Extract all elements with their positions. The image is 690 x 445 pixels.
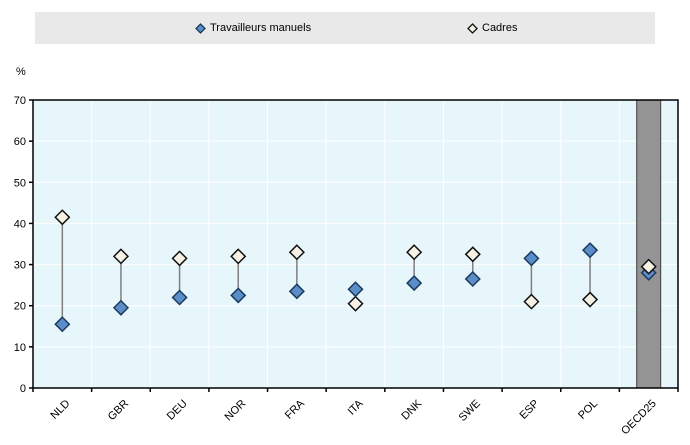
x-category-label-FRA: FRA (283, 397, 308, 422)
y-tick-label: 20 (14, 301, 26, 313)
x-category-label-DNK: DNK (399, 397, 424, 422)
data-point-GBR-manuels (112, 299, 130, 316)
plot-background (33, 100, 678, 388)
data-point-ESP-manuels (523, 250, 540, 267)
y-tick-label: 60 (14, 136, 26, 148)
legend-label-cadres: Cadres (482, 22, 518, 34)
x-category-label-DEU: DEU (165, 398, 190, 423)
y-tick-label: 0 (20, 383, 26, 395)
data-point-NOR-manuels (230, 287, 247, 304)
chart-legend: Travailleurs manuels Cadres (35, 12, 655, 44)
data-point-DEU-manuels (171, 289, 188, 306)
open-diamond-icon (467, 22, 478, 34)
data-point-FRA-cadres (288, 244, 305, 261)
data-point-ITA-cadres (347, 295, 364, 312)
data-point-SWE-manuels (464, 270, 481, 288)
x-category-label-SWE: SWE (457, 398, 483, 424)
data-point-ESP-cadres (523, 293, 540, 310)
data-point-DEU-cadres (171, 250, 188, 267)
legend-item-cadres: Cadres (467, 12, 517, 44)
data-point-POL-cadres (581, 291, 599, 308)
legend-item-travailleurs-manuels: Travailleurs manuels (195, 12, 311, 44)
data-point-NOR-cadres (230, 248, 247, 265)
y-tick-label: 40 (14, 218, 26, 230)
y-tick-label: 10 (14, 342, 26, 354)
x-category-label-NOR: NOR (223, 398, 249, 424)
data-point-SWE-cadres (464, 246, 481, 263)
data-point-DNK-manuels (406, 275, 423, 292)
data-point-POL-manuels (581, 242, 599, 259)
data-point-DNK-cadres (406, 244, 423, 261)
filled-diamond-icon (195, 22, 206, 34)
data-point-NLD-cadres (54, 209, 71, 226)
data-point-OECD25-cadres (640, 258, 657, 275)
data-point-FRA-manuels (288, 283, 305, 300)
y-tick-label: 50 (14, 177, 26, 189)
plot-border (32, 99, 679, 389)
data-point-NLD-manuels (54, 316, 71, 333)
x-category-label-GBR: GBR (106, 398, 131, 423)
y-axis-unit-label: % (16, 66, 26, 78)
highlight-band-OECD25 (636, 99, 662, 389)
x-category-label-ESP: ESP (517, 398, 541, 422)
y-tick-label: 70 (14, 95, 26, 107)
data-point-GBR-cadres (112, 248, 130, 265)
x-category-label-POL: POL (576, 398, 600, 422)
x-category-label-NLD: NLD (48, 398, 72, 422)
legend-label-travailleurs-manuels: Travailleurs manuels (210, 22, 312, 34)
x-category-label-ITA: ITA (346, 397, 366, 417)
x-category-label-OECD25: OECD25 (619, 398, 659, 438)
y-tick-label: 30 (14, 260, 26, 272)
data-point-ITA-manuels (347, 281, 364, 298)
